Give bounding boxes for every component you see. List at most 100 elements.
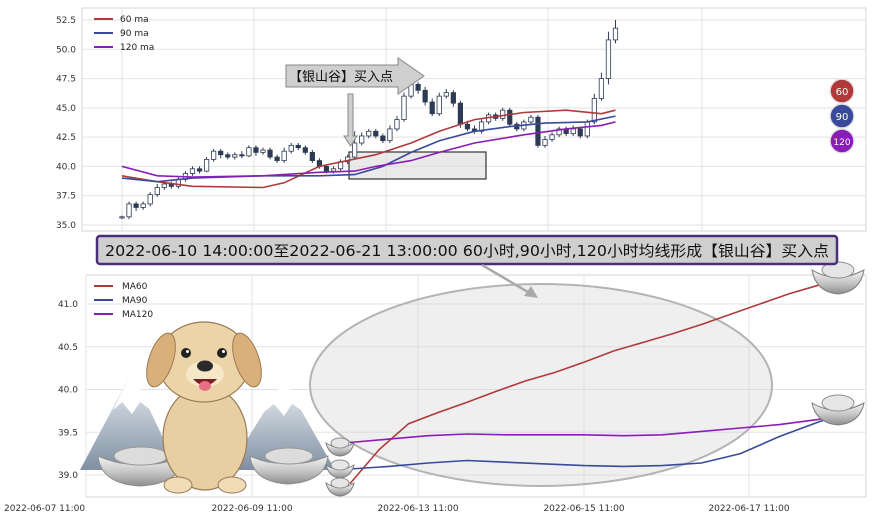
candle — [436, 92, 442, 117]
candle-body — [147, 194, 153, 205]
candle-body — [605, 39, 612, 79]
y-tick-label: 37.5 — [56, 192, 76, 202]
candle — [295, 143, 301, 151]
candle-body — [295, 144, 301, 149]
badge-120 — [829, 128, 855, 154]
bottom-y-ticks: 41.0 40.5 40.0 39.5 39.0 — [58, 300, 78, 481]
badge-90-label: 90 — [836, 112, 849, 123]
candle — [246, 145, 252, 158]
candle — [429, 98, 435, 117]
candle — [401, 92, 407, 122]
candle-body — [429, 101, 435, 115]
badge-90 — [829, 103, 855, 129]
candle — [196, 166, 203, 174]
candle — [267, 147, 273, 160]
candle-body — [288, 144, 294, 152]
candle-body — [464, 123, 471, 130]
mountain-right — [228, 380, 335, 470]
candle — [309, 150, 315, 163]
candle — [422, 86, 428, 106]
candle-body — [225, 154, 231, 158]
legend-label: MA90 — [122, 296, 148, 306]
candle-body — [373, 130, 379, 137]
candle-body — [380, 135, 386, 142]
candle-body — [267, 149, 273, 158]
top-legend: 60 ma 90 ma 120 ma — [94, 15, 154, 53]
ingot-marker-end-bottom — [811, 394, 865, 426]
candle — [274, 154, 280, 163]
banner-box — [95, 234, 839, 266]
x-tick-label: 2022-06-15 11:00 — [543, 504, 624, 514]
ma-line — [121, 109, 616, 189]
candle-body — [549, 134, 555, 140]
candle-body — [366, 130, 372, 137]
candle — [147, 192, 153, 207]
candle-body — [478, 121, 485, 132]
candle — [394, 116, 400, 132]
candle-body — [119, 216, 125, 219]
ma-line — [121, 121, 616, 178]
candle — [189, 166, 196, 176]
mountain-left-snow — [113, 372, 151, 414]
candle-body — [309, 151, 315, 161]
signal-down-arrow — [343, 93, 358, 147]
candle — [359, 132, 365, 146]
candle-body — [189, 168, 196, 174]
candle-body — [302, 147, 308, 153]
candle-body — [323, 166, 330, 172]
x-tick-label: 2022-06-09 11:00 — [211, 504, 292, 514]
banner-text: 2022-06-10 14:00:00至2022-06-21 13:00:00 … — [105, 242, 829, 260]
candle — [126, 201, 132, 220]
top-ma-lines — [121, 109, 616, 189]
ingot-marker-end-top — [811, 261, 865, 295]
candle-body — [535, 116, 541, 146]
legend-label: MA60 — [122, 282, 148, 292]
candle — [133, 201, 139, 211]
candle-body — [126, 203, 132, 218]
silver-ingot-left — [97, 446, 185, 487]
candle-body — [415, 84, 421, 91]
x-tick-label: 2022-06-13 11:00 — [377, 504, 458, 514]
candle-body — [246, 147, 252, 157]
badge-60-label: 60 — [836, 87, 849, 98]
candle-body — [161, 183, 167, 188]
candle — [507, 107, 513, 127]
candle — [239, 151, 245, 159]
legend-label: 120 ma — [120, 43, 154, 53]
signal-label: 【银山谷】买入点 — [289, 70, 393, 85]
ma-line — [349, 280, 839, 485]
candle — [203, 157, 210, 173]
ma-line — [349, 414, 839, 444]
candle — [232, 152, 238, 160]
y-tick-label: 47.5 — [56, 75, 76, 85]
candle — [500, 107, 506, 121]
candle-body — [133, 203, 139, 208]
bottom-x-ticks: 2022-06-07 11:00 2022-06-09 11:00 2022-06-… — [4, 504, 790, 514]
candle — [556, 126, 562, 138]
candle-body — [394, 119, 400, 130]
bottom-ma-lines — [349, 280, 839, 485]
legend-label: 90 ma — [120, 29, 149, 39]
candle — [598, 72, 605, 101]
candle-body — [140, 203, 146, 208]
y-tick-label: 45.0 — [56, 104, 76, 114]
legend-label: MA120 — [122, 310, 153, 320]
y-tick-label: 40.0 — [58, 386, 78, 396]
candle — [253, 145, 259, 156]
ingot-marker-ma120 — [325, 437, 355, 457]
valley-highlight-box — [348, 151, 487, 180]
ingot-marker-ma90 — [325, 459, 355, 479]
candle — [450, 90, 456, 107]
badge-120-label: 120 — [833, 138, 850, 148]
candle-body — [443, 92, 449, 97]
y-tick-label: 42.5 — [56, 133, 76, 143]
candle-body — [203, 158, 210, 172]
top-y-ticks: 52.5 50.0 47.5 45.0 42.5 40.0 37.5 35.0 — [56, 16, 76, 231]
candle-body — [359, 135, 365, 144]
signal-callout: 【银山谷】买入点 — [285, 57, 425, 147]
candle — [577, 126, 583, 139]
candle-body — [154, 187, 160, 195]
candle — [535, 114, 541, 148]
y-tick-label: 40.5 — [58, 343, 78, 353]
candle — [119, 215, 125, 220]
